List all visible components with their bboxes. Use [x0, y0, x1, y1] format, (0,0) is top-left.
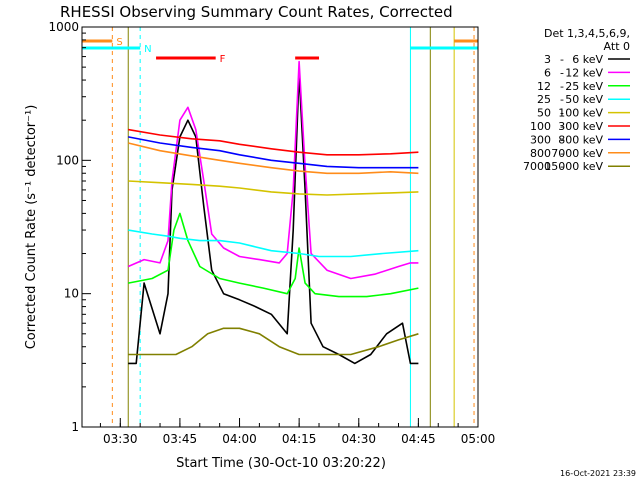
y-tick-label-1000: 1000 [48, 20, 79, 34]
x-tick-label-04-15: 04:15 [282, 432, 317, 446]
legend-entry-12-25-kev-high: 25 keV [565, 80, 603, 93]
legend-entry-6-12-kev: 6-12 keV [544, 66, 630, 79]
x-tick-label-03-45: 03:45 [163, 432, 198, 446]
legend-entry-300-800-kev-high: 800 keV [558, 133, 603, 146]
x-axis: 03:30 03:45 04:00 04:15 04:30 04:45 05:00 [99, 418, 496, 446]
legend-entry-100-300-kev-high: 300 keV [558, 120, 603, 133]
legend-entry-100-300-kev-low: 100 [530, 120, 551, 133]
legend-entry-25-50-kev: 25-50 keV [537, 93, 630, 106]
flag-label-s: S [116, 37, 122, 48]
legend-entry-300-800-kev-low: 300 [530, 133, 551, 146]
legend-header-line-2: Att 0 [604, 40, 630, 53]
legend-entry-3-6-kev-low: 3 [544, 53, 551, 66]
legend-entry-3-6-kev-high: 6 keV [572, 53, 603, 66]
vertical-markers [111, 27, 475, 427]
legend-entry-6-12-kev-low: 6 [544, 66, 551, 79]
legend-entry-7000-15000-kev: 7000 -15000 keV [523, 160, 630, 173]
plot-frame [81, 26, 479, 428]
legend-entry-3-6-kev: 3-6 keV [544, 53, 630, 66]
legend-entry-300-800-kev-dash: - [560, 133, 564, 146]
series-line-7000-15000-kev [128, 327, 419, 356]
legend-entry-25-50-kev-low: 25 [537, 93, 551, 106]
legend-entry-6-12-kev-dash: - [560, 66, 564, 79]
timestamp: 16-Oct-2021 23:39 [560, 469, 636, 478]
y-tick-label-1: 1 [71, 420, 79, 434]
legend-entry-100-300-kev-dash: - [560, 120, 564, 133]
flag-bars: S N F [82, 37, 478, 65]
legend-entry-7000-15000-kev-low: 7000 [523, 160, 551, 173]
legend-entry-25-50-kev-dash: - [560, 93, 564, 106]
legend-header-line-1: Det 1,3,4,5,6,9, [544, 27, 630, 40]
series-line-50-100-kev [128, 180, 419, 196]
x-tick-label-04-00: 04:00 [222, 432, 257, 446]
series-line-300-800-kev [128, 136, 419, 169]
y-axis: 1 10 100 1000 [48, 20, 91, 434]
x-axis-label: Start Time (30-Oct-10 03:20:22) [176, 456, 386, 471]
legend-entry-6-12-kev-high: 12 keV [565, 66, 603, 79]
series-line-25-50-kev [128, 229, 419, 258]
legend-entry-7000-15000-kev-high: 15000 keV [544, 160, 603, 173]
legend-entry-3-6-kev-dash: - [560, 53, 564, 66]
legend-entry-50-100-kev-dash: - [560, 107, 564, 120]
chart-title: RHESSI Observing Summary Count Rates, Co… [60, 3, 453, 21]
legend-entry-300-800-kev: 300 -800 keV [530, 133, 630, 146]
series-line-800-7000-kev [128, 142, 419, 175]
legend-entry-800-7000-kev-low: 800 [530, 147, 551, 160]
series-line-6-12-kev [127, 60, 419, 280]
y-tick-label-10: 10 [64, 287, 79, 301]
legend-entry-12-25-kev-dash: - [560, 80, 564, 93]
legend-entry-7000-15000-kev-dash: - [560, 160, 564, 173]
legend-entry-12-25-kev: 12-25 keV [537, 80, 630, 93]
y-axis-label: Corrected Count Rate (s⁻¹ detector⁻¹) [24, 105, 39, 350]
series-line-12-25-kev [128, 212, 419, 298]
y-tick-label-100: 100 [56, 153, 79, 167]
legend-entry-25-50-kev-high: 50 keV [565, 93, 603, 106]
legend-entry-50-100-kev-low: 50 [537, 107, 551, 120]
x-tick-label-04-45: 04:45 [401, 432, 436, 446]
legend-entry-800-7000-kev: 800 -7000 keV [530, 147, 630, 160]
x-tick-label-03-30: 03:30 [103, 432, 138, 446]
legend-entry-50-100-kev-high: 100 keV [558, 107, 603, 120]
series-line-3-6-kev [128, 72, 419, 365]
legend-entry-50-100-kev: 50 -100 keV [537, 107, 630, 120]
x-tick-label-05-00: 05:00 [461, 432, 496, 446]
flag-label-f: F [220, 54, 226, 65]
series-line-100-300-kev [128, 128, 419, 156]
legend-entry-100-300-kev: 100 -300 keV [530, 120, 630, 133]
legend-entry-12-25-kev-low: 12 [537, 80, 551, 93]
legend-entry-800-7000-kev-high: 7000 keV [551, 147, 603, 160]
x-tick-label-04-30: 04:30 [341, 432, 376, 446]
flag-label-n: N [144, 44, 151, 55]
series-lines [127, 60, 419, 365]
legend-entry-800-7000-kev-dash: - [560, 147, 564, 160]
